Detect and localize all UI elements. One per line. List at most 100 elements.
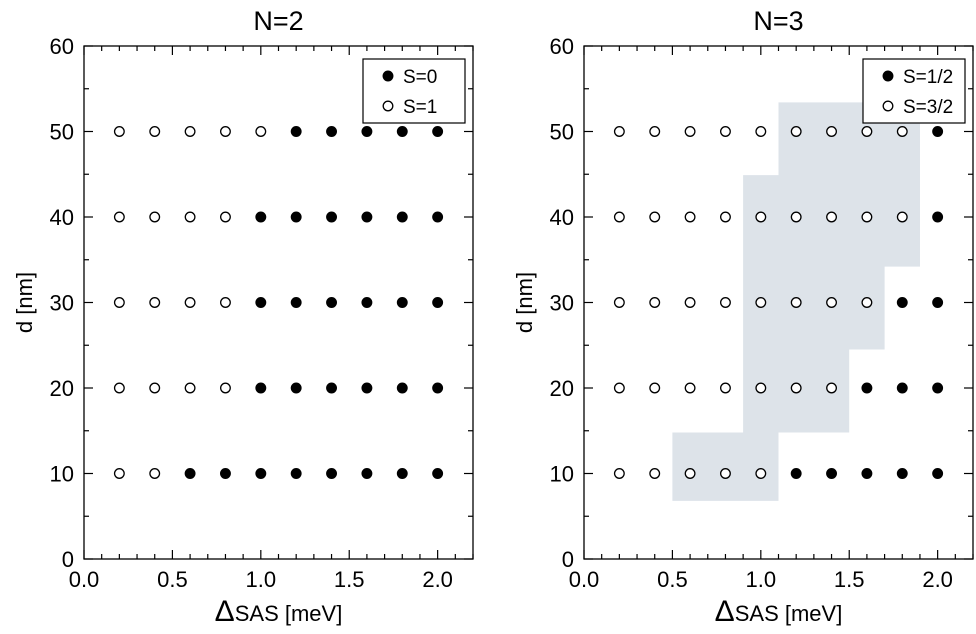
data-point-open [755, 382, 767, 394]
data-point-filled [326, 211, 337, 223]
data-point-filled [361, 126, 373, 137]
data-point-open [649, 126, 661, 137]
x-tick-label: 0.5 [657, 567, 688, 592]
data-point-open [755, 297, 767, 308]
legend-label: S=3/2 [903, 97, 953, 118]
data-point-filled [396, 297, 408, 308]
data-point-open [220, 126, 231, 137]
data-point-open [220, 211, 231, 223]
legend-label: S=0 [403, 67, 437, 88]
x-tick-label: 2.0 [422, 567, 453, 592]
y-tick-label: 0 [562, 547, 574, 572]
data-point-filled [184, 468, 196, 479]
y-tick-label: 30 [550, 291, 574, 316]
data-point-filled [361, 297, 373, 308]
data-point-filled [932, 297, 944, 308]
data-point-filled [361, 382, 373, 394]
data-point-open [684, 468, 696, 479]
data-point-open [720, 297, 731, 308]
data-point-filled [220, 468, 231, 479]
x-axis-label-text: SAS [meV] [735, 601, 843, 626]
chart-panel-n2: N=2 0.0 0.5 1.0 1.5 2.0 0 10 20 30 40 50 60 d [nm] ΔSA… [12, 6, 474, 628]
data-point-open [649, 297, 661, 308]
data-point-filled [396, 126, 408, 137]
x-tick-label: 0.0 [69, 567, 100, 592]
data-point-filled [255, 211, 267, 223]
data-point-open [684, 211, 696, 223]
data-point-filled [432, 468, 444, 479]
legend-label: S=1 [403, 97, 437, 118]
x-axis-label-symbol: Δ [715, 595, 735, 628]
x-axis-label: ΔSAS [meV] [715, 595, 843, 628]
series-S=1 [113, 126, 267, 479]
data-point-open [149, 382, 161, 394]
data-point-open [184, 211, 196, 223]
y-tick-label: 10 [50, 462, 74, 487]
data-point-open [755, 468, 767, 479]
data-point-open [184, 126, 196, 137]
x-axis-label-text: SAS [meV] [235, 601, 343, 626]
data-point-open [790, 297, 802, 308]
data-point-filled [326, 126, 337, 137]
data-point-filled [290, 468, 302, 479]
x-axis-label-symbol: Δ [215, 595, 235, 628]
data-point-filled [255, 297, 267, 308]
data-point-filled [290, 126, 302, 137]
data-point-open [184, 297, 196, 308]
y-axis-label: d [nm] [12, 272, 37, 333]
data-point-open [861, 126, 873, 137]
data-point-open [826, 382, 837, 394]
data-point-open [113, 468, 125, 479]
data-point-open [149, 211, 161, 223]
data-point-open [220, 297, 231, 308]
x-axis-label: ΔSAS [meV] [215, 595, 343, 628]
data-point-open [861, 297, 873, 308]
data-point-open [613, 382, 625, 394]
data-point-open [649, 468, 661, 479]
data-point-open [684, 126, 696, 137]
y-tick-label: 20 [50, 376, 74, 401]
data-point-filled [432, 297, 444, 308]
data-point-filled [896, 382, 908, 394]
data-point-filled [255, 468, 267, 479]
data-point-open [720, 211, 731, 223]
data-point-filled [861, 382, 873, 394]
data-point-open [755, 211, 767, 223]
legend-box [862, 58, 966, 124]
data-point-open [613, 126, 625, 137]
legend-marker-open [882, 100, 894, 112]
x-tick-label: 2.0 [922, 567, 953, 592]
data-point-open [790, 126, 802, 137]
y-tick-label: 40 [50, 205, 74, 230]
data-point-open [896, 126, 908, 137]
x-tick-label: 1.5 [834, 567, 865, 592]
data-point-open [149, 297, 161, 308]
data-point-filled [896, 297, 908, 308]
data-point-filled [326, 297, 337, 308]
data-point-open [113, 126, 125, 137]
legend: S=1/2 S=3/2 [862, 58, 966, 124]
data-point-open [613, 468, 625, 479]
data-point-filled [326, 468, 337, 479]
data-point-filled [326, 382, 337, 394]
data-point-open [896, 211, 908, 223]
data-point-filled [932, 382, 944, 394]
y-tick-label: 10 [550, 462, 574, 487]
data-point-open [720, 468, 731, 479]
data-point-open [220, 382, 231, 394]
data-point-filled [396, 211, 408, 223]
data-point-filled [290, 211, 302, 223]
data-point-open [826, 126, 837, 137]
data-point-open [720, 126, 731, 137]
data-point-open [613, 297, 625, 308]
data-point-filled [290, 382, 302, 394]
legend-marker-filled [882, 70, 894, 82]
data-point-open [113, 297, 125, 308]
x-tick-label: 1.5 [334, 567, 365, 592]
y-tick-label: 40 [550, 205, 574, 230]
series-S=1/2 [790, 126, 944, 479]
chart-panel-n3: N=3 0.0 0.5 1.0 1.5 2.0 0 10 20 30 40 50 60 d [nm] ΔSA… [512, 6, 974, 628]
y-tick-label: 50 [50, 120, 74, 145]
data-point-open [720, 382, 731, 394]
y-axis-label: d [nm] [512, 272, 537, 333]
